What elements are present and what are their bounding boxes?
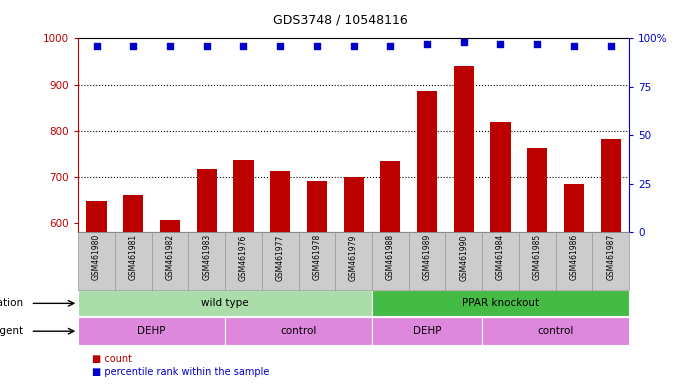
- Bar: [78, 290, 372, 316]
- Point: [238, 43, 249, 49]
- Bar: [307, 180, 327, 232]
- Point: [605, 43, 616, 49]
- Bar: [225, 317, 372, 345]
- Text: agent: agent: [0, 326, 23, 336]
- Text: GDS3748 / 10548116: GDS3748 / 10548116: [273, 13, 407, 26]
- Bar: [372, 317, 482, 345]
- Bar: [482, 317, 629, 345]
- Bar: [454, 66, 474, 232]
- Point: [385, 43, 396, 49]
- Point: [422, 41, 432, 47]
- Text: GSM461979: GSM461979: [349, 234, 358, 281]
- Text: GSM461986: GSM461986: [569, 234, 579, 280]
- Point: [91, 43, 102, 49]
- Bar: [372, 290, 629, 316]
- Text: GSM461984: GSM461984: [496, 234, 505, 280]
- Bar: [160, 220, 180, 232]
- Text: ■ count: ■ count: [92, 354, 132, 364]
- Text: PPAR knockout: PPAR knockout: [462, 298, 539, 308]
- Bar: [78, 317, 225, 345]
- Bar: [270, 171, 290, 232]
- Point: [495, 41, 506, 47]
- Point: [532, 41, 543, 47]
- Bar: [490, 122, 511, 232]
- Text: GSM461981: GSM461981: [129, 234, 138, 280]
- Point: [568, 43, 579, 49]
- Text: GSM461989: GSM461989: [422, 234, 432, 280]
- Text: GSM461983: GSM461983: [202, 234, 211, 280]
- Text: DEHP: DEHP: [137, 326, 166, 336]
- Text: GSM461980: GSM461980: [92, 234, 101, 280]
- Bar: [86, 201, 107, 232]
- Text: GSM461987: GSM461987: [606, 234, 615, 280]
- Point: [275, 43, 286, 49]
- Bar: [343, 177, 364, 232]
- Point: [348, 43, 359, 49]
- Text: DEHP: DEHP: [413, 326, 441, 336]
- Text: GSM461990: GSM461990: [459, 234, 469, 281]
- Text: control: control: [537, 326, 574, 336]
- Text: GSM461977: GSM461977: [275, 234, 285, 281]
- Text: GSM461982: GSM461982: [165, 234, 175, 280]
- Text: GSM461988: GSM461988: [386, 234, 395, 280]
- Bar: [417, 91, 437, 232]
- Bar: [564, 184, 584, 232]
- Bar: [600, 139, 621, 232]
- Bar: [197, 169, 217, 232]
- Bar: [527, 148, 547, 232]
- Text: wild type: wild type: [201, 298, 249, 308]
- Point: [458, 39, 469, 45]
- Text: genotype/variation: genotype/variation: [0, 298, 23, 308]
- Bar: [233, 160, 254, 232]
- Point: [165, 43, 175, 49]
- Text: GSM461976: GSM461976: [239, 234, 248, 281]
- Text: GSM461985: GSM461985: [532, 234, 542, 280]
- Text: GSM461978: GSM461978: [312, 234, 322, 280]
- Point: [201, 43, 212, 49]
- Text: ■ percentile rank within the sample: ■ percentile rank within the sample: [92, 367, 269, 377]
- Point: [128, 43, 139, 49]
- Bar: [380, 161, 401, 232]
- Bar: [123, 195, 143, 232]
- Point: [311, 43, 322, 49]
- Text: control: control: [280, 326, 317, 336]
